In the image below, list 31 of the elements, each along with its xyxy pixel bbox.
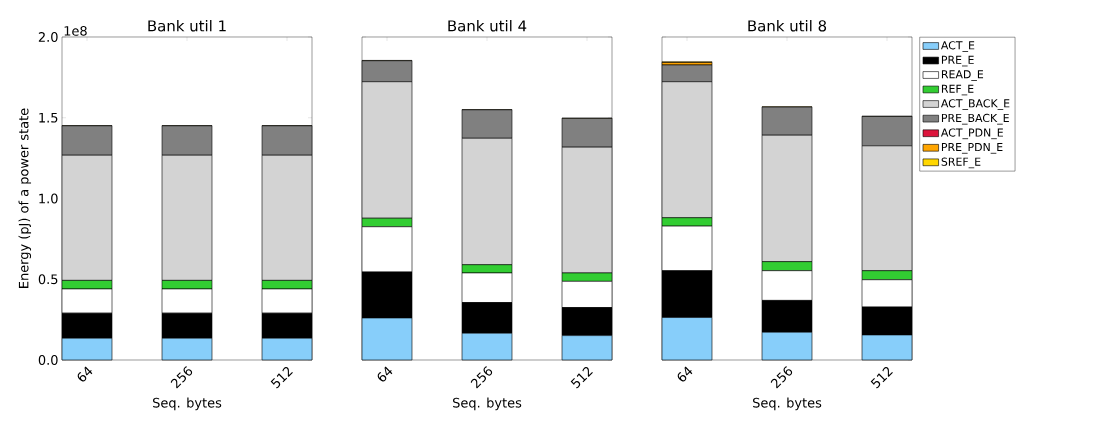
x-tick-label: 256 xyxy=(470,366,493,389)
x-tick-label: 512 xyxy=(570,367,593,389)
x-tick-label: 256 xyxy=(770,366,793,389)
y-tick-label: 0.5 xyxy=(38,274,58,285)
y-tick-label: 2.0 xyxy=(38,32,58,42)
y-tick-label: 1.5 xyxy=(39,112,58,123)
x-tick-label: 256 xyxy=(170,366,193,389)
y-axis-title: Energy (pJ) of a power state xyxy=(18,108,32,288)
y-tick-label: 0.0 xyxy=(38,355,58,365)
chart-title: Bank util 4 xyxy=(448,19,527,32)
x-axis-title: Seq. bytes xyxy=(153,397,222,411)
text: 1e8 xyxy=(64,26,87,36)
legend-label: PRE_E xyxy=(941,55,974,67)
legend-label: ACT_PDN_E xyxy=(940,128,1003,140)
x-tick-label: 512 xyxy=(270,367,293,389)
x-tick-label: 64 xyxy=(377,366,393,382)
chart-title: Bank util 1 xyxy=(148,19,226,32)
x-tick-label: 64 xyxy=(677,366,693,382)
x-tick-label: 64 xyxy=(77,366,93,382)
x-axis-title: Seq. bytes xyxy=(453,397,522,411)
legend-label: REF_E xyxy=(941,84,974,96)
legend-label: READ_E xyxy=(941,70,984,81)
y-tick-label: 1.0 xyxy=(39,193,58,204)
legend-label: SREF_E xyxy=(941,157,981,169)
x-axis-title: Seq. bytes xyxy=(753,397,822,411)
legend-label: PRE_BACK_E xyxy=(941,113,1009,125)
legend-label: ACT_E xyxy=(940,41,975,52)
x-tick-label: 512 xyxy=(870,367,893,389)
legend-label: ACT_BACK_E xyxy=(940,99,1010,110)
legend-label: PRE_PDN_E xyxy=(941,143,1003,154)
chart-title: Bank util 8 xyxy=(748,19,827,32)
